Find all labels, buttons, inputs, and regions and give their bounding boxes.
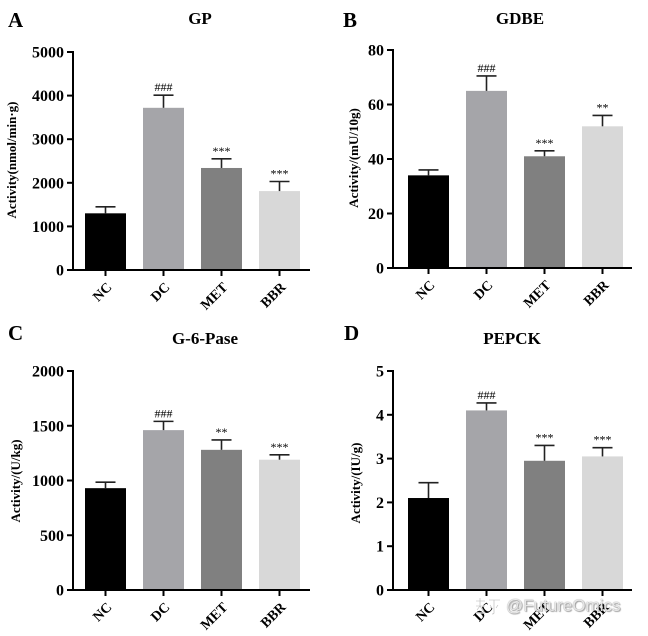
bar-bbr bbox=[582, 456, 623, 590]
x-tick-label-bbr: BBR bbox=[581, 278, 613, 310]
bar-dc bbox=[143, 107, 184, 270]
bar-bbr bbox=[259, 191, 300, 270]
bar-dc bbox=[466, 410, 507, 590]
chart-title: G-6-Pase bbox=[172, 329, 239, 348]
x-tick-label-dc: DC bbox=[471, 600, 496, 625]
y-tick-label: 0 bbox=[56, 263, 64, 280]
significance-label-bbr: ** bbox=[597, 100, 609, 114]
bar-dc bbox=[466, 90, 507, 268]
chart-title: PEPCK bbox=[483, 329, 541, 348]
y-tick-label: 80 bbox=[368, 43, 384, 60]
significance-label-dc: ### bbox=[478, 388, 496, 402]
chart-panel-b: B GDBE Activity/(mU/10g) NC ### DC *** MET ** BBR… bbox=[343, 8, 632, 311]
y-tick-label: 3 bbox=[376, 451, 384, 468]
significance-label-bbr: *** bbox=[594, 433, 612, 447]
x-tick-label-bbr: BBR bbox=[258, 280, 290, 312]
y-axis-label: Activity/(U/kg) bbox=[8, 439, 23, 522]
bar-nc bbox=[408, 498, 449, 590]
x-tick-label-met: MET bbox=[198, 600, 232, 634]
chart-panel-a: A GP Activity(nmol/min·g) NC ### DC *** MET *** B… bbox=[4, 8, 310, 313]
significance-label-met: *** bbox=[213, 144, 231, 158]
x-tick-label-met: MET bbox=[198, 280, 232, 314]
significance-label-met: *** bbox=[536, 430, 554, 444]
y-tick-label: 1000 bbox=[32, 473, 64, 490]
bar-nc bbox=[85, 213, 126, 270]
significance-label-dc: ### bbox=[155, 80, 173, 94]
panel-label: A bbox=[8, 8, 24, 32]
y-tick-label: 3000 bbox=[32, 132, 64, 149]
y-tick-label: 1000 bbox=[32, 219, 64, 236]
significance-label-met: ** bbox=[216, 425, 228, 439]
significance-label-dc: ### bbox=[155, 406, 173, 420]
y-tick-label: 4 bbox=[376, 407, 384, 424]
bar-met bbox=[524, 460, 565, 590]
bar-bbr bbox=[582, 126, 623, 268]
x-tick-label-dc: DC bbox=[148, 600, 173, 625]
y-tick-label: 2 bbox=[376, 495, 384, 512]
x-tick-label-met: MET bbox=[521, 600, 555, 634]
bar-dc bbox=[143, 430, 184, 590]
y-tick-label: 40 bbox=[368, 152, 384, 169]
y-tick-label: 1500 bbox=[32, 418, 64, 435]
chart-panel-c: C G-6-Pase Activity/(U/kg) NC ### DC ** MET *** B… bbox=[8, 321, 310, 633]
x-tick-label-nc: NC bbox=[90, 600, 115, 625]
chart-title: GDBE bbox=[496, 9, 544, 28]
significance-label-bbr: *** bbox=[271, 166, 289, 180]
bar-nc bbox=[85, 488, 126, 590]
bar-met bbox=[201, 449, 242, 590]
y-tick-label: 60 bbox=[368, 97, 384, 114]
y-axis-label: Activity(nmol/min·g) bbox=[4, 102, 19, 219]
y-tick-label: 1 bbox=[376, 539, 384, 556]
y-tick-label: 4000 bbox=[32, 88, 64, 105]
panel-label: D bbox=[344, 321, 359, 345]
x-tick-label-nc: NC bbox=[413, 600, 438, 625]
x-tick-label-bbr: BBR bbox=[581, 600, 613, 632]
y-tick-label: 0 bbox=[376, 583, 384, 600]
bar-bbr bbox=[259, 459, 300, 590]
chart-panel-d: D PEPCK Activity/(IU/g) NC ### DC *** MET *** BBR… bbox=[344, 321, 632, 633]
y-tick-label: 0 bbox=[376, 261, 384, 278]
bar-met bbox=[201, 167, 242, 270]
y-axis-label: Activity/(IU/g) bbox=[348, 443, 363, 524]
bar-nc bbox=[408, 175, 449, 268]
x-tick-label-dc: DC bbox=[148, 280, 173, 305]
x-tick-label-bbr: BBR bbox=[258, 600, 290, 632]
significance-label-bbr: *** bbox=[271, 440, 289, 454]
significance-label-dc: ### bbox=[478, 61, 496, 75]
x-tick-label-nc: NC bbox=[90, 280, 115, 305]
bar-met bbox=[524, 156, 565, 268]
y-tick-label: 20 bbox=[368, 206, 384, 223]
panel-label: B bbox=[343, 8, 357, 32]
y-tick-label: 2000 bbox=[32, 175, 64, 192]
y-tick-label: 0 bbox=[56, 583, 64, 600]
x-tick-label-nc: NC bbox=[413, 278, 438, 303]
x-tick-label-dc: DC bbox=[471, 278, 496, 303]
x-tick-label-met: MET bbox=[521, 278, 555, 312]
y-tick-label: 500 bbox=[40, 528, 64, 545]
y-tick-label: 2000 bbox=[32, 364, 64, 381]
y-tick-label: 5000 bbox=[32, 45, 64, 62]
significance-label-met: *** bbox=[536, 136, 554, 150]
chart-title: GP bbox=[188, 9, 212, 28]
y-axis-label: Activity/(mU/10g) bbox=[346, 108, 361, 208]
panel-label: C bbox=[8, 321, 23, 345]
y-tick-label: 5 bbox=[376, 364, 384, 381]
